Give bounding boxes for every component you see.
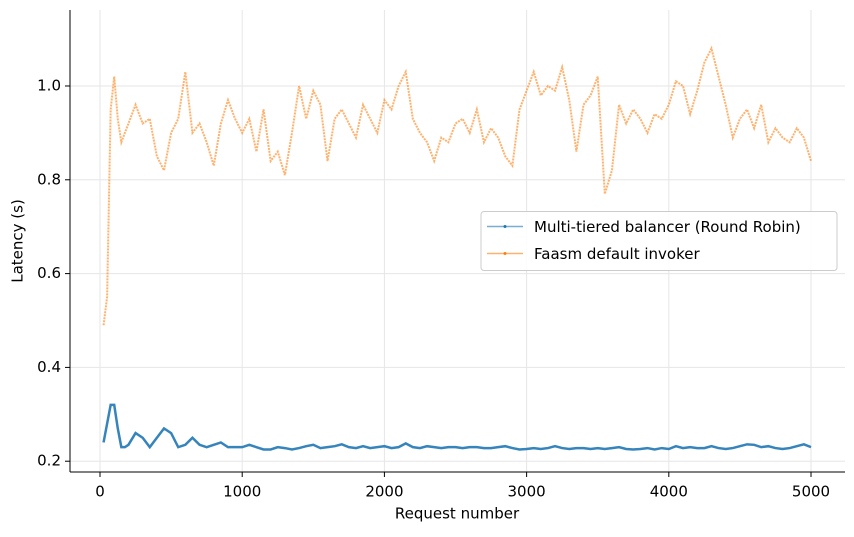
y-tick-label: 0.6 [37, 264, 61, 282]
legend: Multi-tiered balancer (Round Robin) Faasm… [480, 211, 838, 271]
y-tick-label: 0.8 [37, 170, 61, 188]
y-axis-label: Latency (s) [9, 199, 27, 283]
legend-label: Faasm default invoker [534, 245, 700, 263]
y-tick-label: 0.2 [37, 452, 61, 470]
legend-marker [503, 252, 507, 255]
legend-box [480, 211, 838, 271]
y-tick-label: 0.4 [37, 358, 61, 376]
y-tick-label: 1.0 [37, 76, 61, 94]
legend-marker [503, 225, 507, 228]
x-axis-label: Request number [395, 505, 520, 523]
legend-label: Multi-tiered balancer (Round Robin) [534, 218, 801, 236]
series-line [102, 45, 812, 326]
series-line [102, 403, 812, 451]
x-tick-label: 2000 [365, 483, 403, 501]
x-tick-label: 4000 [650, 483, 688, 501]
x-tick-label: 0 [95, 483, 105, 501]
x-tick-label: 5000 [792, 483, 830, 501]
x-tick-label: 3000 [508, 483, 546, 501]
x-tick-label: 1000 [223, 483, 261, 501]
